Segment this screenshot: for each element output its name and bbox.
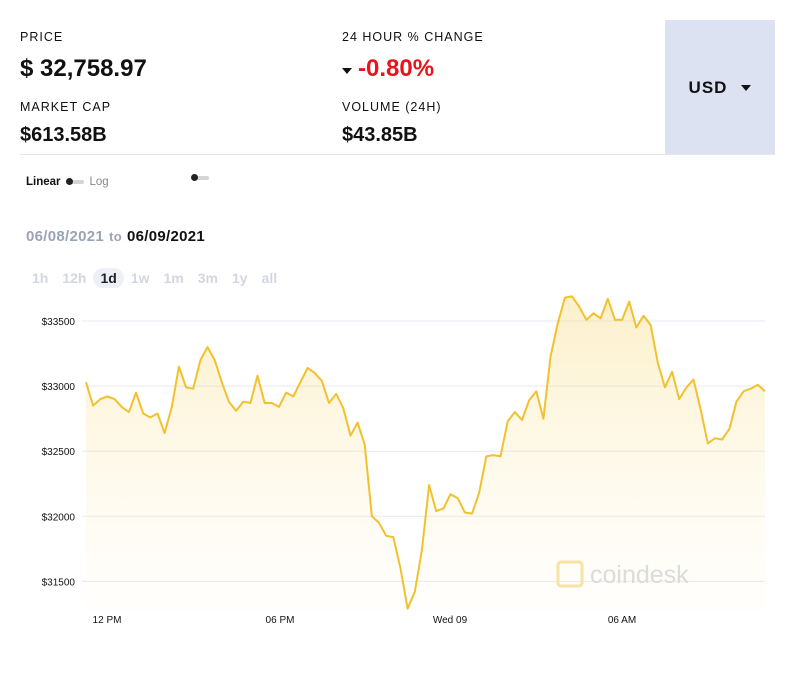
range-tab-1d[interactable]: 1d bbox=[93, 268, 124, 288]
y-tick-label: $33500 bbox=[42, 317, 76, 328]
currency-select[interactable]: USD bbox=[665, 20, 775, 155]
chevron-down-icon bbox=[741, 84, 752, 91]
volume-value: $43.85B bbox=[342, 124, 418, 146]
date-to[interactable]: 06/09/2021 bbox=[126, 228, 206, 245]
y-tick-label: $33000 bbox=[42, 382, 76, 393]
linear-label: Linear bbox=[26, 176, 61, 188]
price-label: PRICE bbox=[20, 30, 64, 44]
divider bbox=[20, 154, 775, 155]
stats-panel: PRICE $ 32,758.97 24 HOUR % CHANGE -0.80… bbox=[0, 0, 795, 155]
x-tick-label: Wed 09 bbox=[433, 615, 468, 626]
range-tab-1h[interactable]: 1h bbox=[32, 270, 49, 286]
currency-label: USD bbox=[688, 77, 728, 97]
y-axis: $33500 $33000 $32500 $32000 $31500 bbox=[42, 317, 76, 588]
range-tab-12h[interactable]: 12h bbox=[62, 270, 87, 286]
range-tab-3m[interactable]: 3m bbox=[197, 270, 218, 286]
x-axis: 12 PM 06 PM Wed 09 06 AM bbox=[93, 615, 637, 626]
range-tabs: 1h 12h 1d 1w 1m 3m 1y all bbox=[25, 268, 284, 288]
y-tick-label: $32500 bbox=[42, 447, 76, 458]
toggle-switch-icon[interactable] bbox=[191, 174, 209, 181]
market-cap-value: $613.58B bbox=[20, 124, 107, 146]
market-cap-label: MARKET CAP bbox=[20, 100, 112, 114]
price-area bbox=[86, 296, 765, 610]
caret-down-icon bbox=[342, 67, 352, 74]
x-tick-label: 06 AM bbox=[608, 615, 636, 626]
range-tab-1w[interactable]: 1w bbox=[130, 270, 150, 286]
date-to-word: to bbox=[109, 229, 122, 244]
date-from[interactable]: 06/08/2021 bbox=[26, 228, 105, 245]
range-tab-1m[interactable]: 1m bbox=[163, 270, 184, 286]
y-tick-label: $32000 bbox=[42, 512, 76, 523]
x-tick-label: 06 PM bbox=[266, 615, 295, 626]
date-range: 06/08/2021 to 06/09/2021 bbox=[26, 228, 205, 245]
price-chart: coindesk $33500$33000$32500$32000$31500 … bbox=[42, 295, 766, 626]
price-line bbox=[85, 295, 766, 610]
toggle-switch-icon[interactable] bbox=[65, 178, 84, 185]
volume-label: VOLUME (24H) bbox=[342, 100, 442, 114]
change-value: -0.80% bbox=[358, 55, 435, 82]
change-display: -0.80% bbox=[342, 55, 434, 83]
range-tab-all[interactable]: all bbox=[261, 270, 278, 286]
scale-toggle[interactable]: Linear Log bbox=[26, 176, 109, 188]
price-value: $ 32,758.97 bbox=[20, 55, 147, 82]
range-tab-1y[interactable]: 1y bbox=[231, 270, 248, 286]
y-tick-label: $31500 bbox=[42, 577, 76, 588]
change-label: 24 HOUR % CHANGE bbox=[342, 30, 484, 44]
x-tick-label: 12 PM bbox=[93, 615, 122, 626]
log-label: Log bbox=[89, 176, 109, 188]
secondary-toggle[interactable] bbox=[186, 174, 215, 181]
